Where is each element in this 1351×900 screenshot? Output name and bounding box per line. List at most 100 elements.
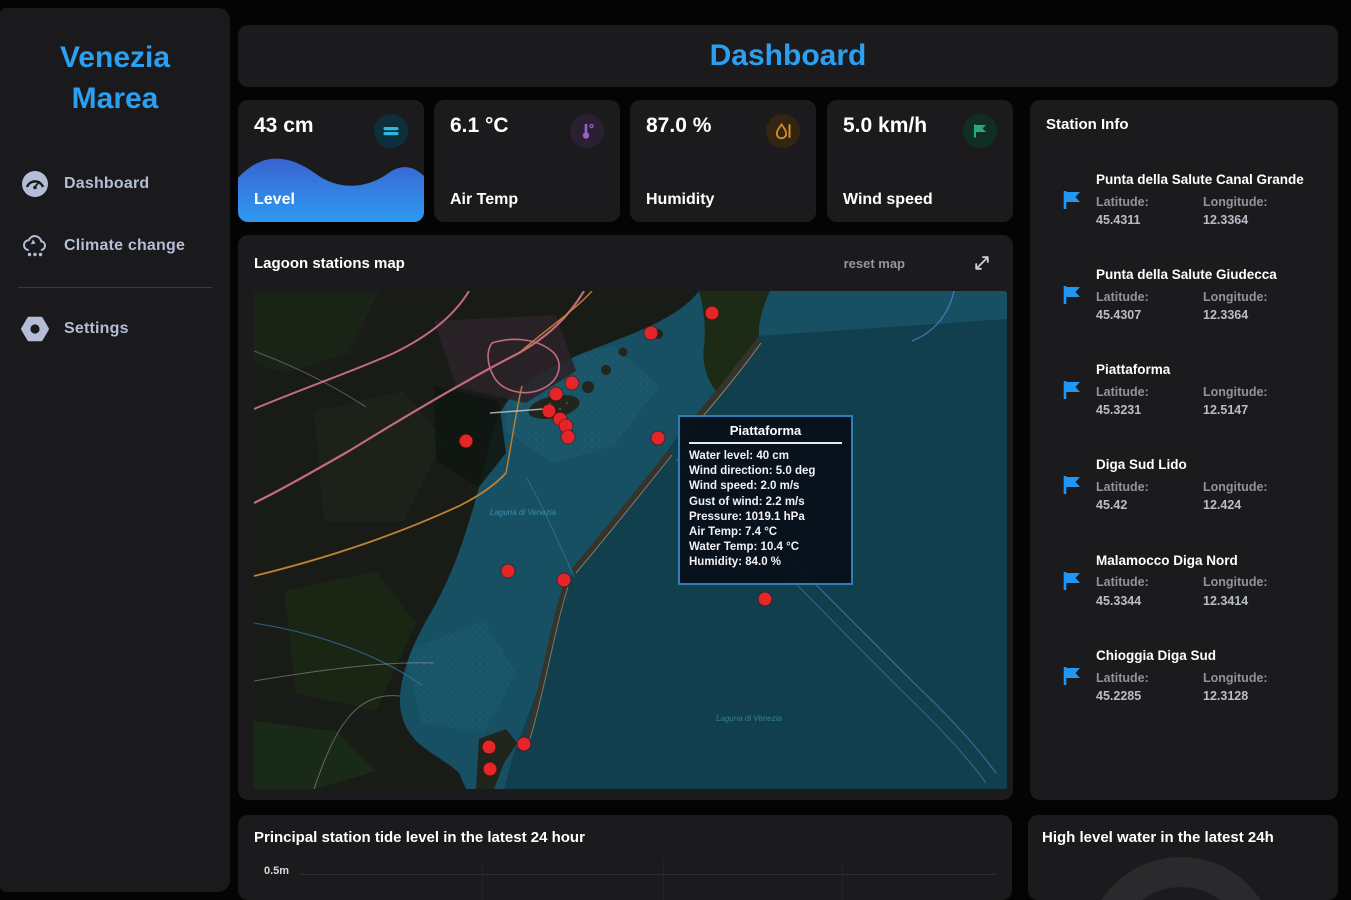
water-level-icon xyxy=(374,114,408,148)
station-list-item[interactable]: Punta della Salute Canal Grande Latitude… xyxy=(1046,171,1322,229)
longitude-value: 12.424 xyxy=(1203,498,1242,513)
map-label-lagoon-south: Laguna di Venezia xyxy=(716,714,783,723)
sidebar: Venezia Marea Dashboard xyxy=(0,8,230,892)
station-info-panel: Station Info Punta della Salute Canal Gr… xyxy=(1030,100,1338,800)
station-dot[interactable] xyxy=(459,434,473,448)
tide-chart-gridline xyxy=(482,860,483,900)
tide-chart-gridline xyxy=(663,860,664,900)
sidebar-menu: Dashboard Climate change xyxy=(0,153,230,360)
latitude-value: 45.4307 xyxy=(1096,308,1142,323)
tooltip-row: Wind direction: 5.0 deg xyxy=(689,465,816,478)
sidebar-item-label: Dashboard xyxy=(64,175,150,192)
app-title: Venezia Marea xyxy=(59,41,171,115)
page-title: Dashboard xyxy=(709,39,867,72)
longitude-label: Longitude: xyxy=(1203,480,1268,495)
longitude-label: Longitude: xyxy=(1203,575,1268,590)
longitude-label: Longitude: xyxy=(1203,385,1268,400)
tooltip-row: Water level: 40 cm xyxy=(689,450,789,462)
longitude-label: Longitude: xyxy=(1203,290,1268,305)
station-name: Diga Sud Lido xyxy=(1096,457,1187,473)
station-list-item[interactable]: Malamocco Diga Nord Latitude: 45.3344 Lo… xyxy=(1046,552,1322,610)
station-list-item[interactable]: Piattaforma Latitude: 45.3231 Longitude:… xyxy=(1046,361,1322,419)
tide-chart-gridline xyxy=(300,874,996,875)
flag-icon xyxy=(1063,191,1080,210)
station-dot[interactable] xyxy=(549,387,563,401)
tooltip-row: Gust of wind: 2.2 m/s xyxy=(689,495,805,508)
station-dot[interactable] xyxy=(501,564,515,578)
station-list-item[interactable]: Diga Sud Lido Latitude: 45.42 Longitude:… xyxy=(1046,456,1322,514)
sidebar-item-label: Settings xyxy=(64,320,129,337)
flag-icon xyxy=(1063,571,1080,590)
station-dot[interactable] xyxy=(561,430,575,444)
stat-card-level[interactable]: 43 cm Level xyxy=(238,100,424,222)
station-dot[interactable] xyxy=(517,737,531,751)
high-water-panel: High level water in the latest 24h xyxy=(1028,815,1338,900)
lagoon-map[interactable]: Laguna di Venezia Laguna di Venezia Piat… xyxy=(254,291,1007,789)
latitude-value: 45.3344 xyxy=(1096,593,1142,608)
station-dot[interactable] xyxy=(557,573,571,587)
level-label: Level xyxy=(254,191,295,208)
station-dot[interactable] xyxy=(705,306,719,320)
station-dot[interactable] xyxy=(758,592,772,606)
sidebar-item-climate-change[interactable]: Climate change xyxy=(0,215,230,277)
sidebar-divider xyxy=(18,287,212,288)
sidebar-item-dashboard[interactable]: Dashboard xyxy=(0,153,230,215)
latitude-value: 45.2285 xyxy=(1096,688,1142,703)
station-dot[interactable] xyxy=(565,376,579,390)
climate-icon xyxy=(20,231,50,261)
station-list-item[interactable]: Punta della Salute Giudecca Latitude: 45… xyxy=(1046,266,1322,324)
tooltip-divider xyxy=(689,442,842,444)
gauge-icon xyxy=(20,169,50,199)
station-tooltip: Piattaforma Water level: 40 cm Wind dire… xyxy=(678,415,853,585)
stat-card-air-temp[interactable]: 6.1 °C Air Temp xyxy=(434,100,620,222)
latitude-value: 45.3231 xyxy=(1096,403,1142,418)
station-dot[interactable] xyxy=(482,740,496,754)
wind-speed-value: 5.0 km/h xyxy=(843,114,928,137)
expand-map-icon[interactable] xyxy=(973,254,991,272)
humidity-icon xyxy=(766,114,800,148)
sidebar-item-settings[interactable]: Settings xyxy=(0,298,230,360)
sidebar-item-label: Climate change xyxy=(64,237,186,254)
station-dot[interactable] xyxy=(559,419,573,433)
stat-card-humidity[interactable]: 87.0 % Humidity xyxy=(630,100,816,222)
longitude-value: 12.3364 xyxy=(1203,213,1249,228)
longitude-value: 12.3364 xyxy=(1203,308,1249,323)
station-name: Malamocco Diga Nord xyxy=(1096,552,1238,568)
longitude-label: Longitude: xyxy=(1203,194,1268,209)
reset-map-button[interactable]: reset map xyxy=(838,255,911,272)
station-name: Piattaforma xyxy=(1096,362,1171,378)
wind-flag-icon xyxy=(963,114,997,148)
longitude-value: 12.5147 xyxy=(1203,403,1249,418)
flag-icon xyxy=(1063,286,1080,305)
tooltip-title: Piattaforma xyxy=(729,423,802,438)
latitude-label: Latitude: xyxy=(1096,480,1149,495)
station-dot[interactable] xyxy=(542,404,556,418)
latitude-label: Latitude: xyxy=(1096,290,1149,305)
station-list-item[interactable]: Chioggia Diga Sud Latitude: 45.2285 Long… xyxy=(1046,647,1322,705)
latitude-value: 45.4311 xyxy=(1096,213,1141,228)
latitude-value: 45.42 xyxy=(1096,498,1128,513)
station-dot[interactable] xyxy=(483,762,497,776)
tooltip-row: Pressure: 1019.1 hPa xyxy=(689,510,805,523)
humidity-value: 87.0 % xyxy=(646,114,712,137)
map-panel-title: Lagoon stations map xyxy=(254,254,405,272)
station-dot[interactable] xyxy=(644,326,658,340)
longitude-value: 12.3414 xyxy=(1203,593,1249,608)
gear-icon xyxy=(20,314,50,344)
water-gauge xyxy=(1086,857,1276,900)
stat-card-wind-speed[interactable]: 5.0 km/h Wind speed xyxy=(827,100,1013,222)
station-dot[interactable] xyxy=(651,431,665,445)
station-name: Punta della Salute Canal Grande xyxy=(1096,172,1304,187)
level-value: 43 cm xyxy=(254,114,314,137)
longitude-label: Longitude: xyxy=(1203,670,1268,685)
thermometer-icon xyxy=(570,114,604,148)
latitude-label: Latitude: xyxy=(1096,670,1149,685)
air-temp-value: 6.1 °C xyxy=(450,114,509,137)
humidity-label: Humidity xyxy=(646,191,715,208)
wind-speed-label: Wind speed xyxy=(843,191,933,208)
flag-icon xyxy=(1063,476,1080,495)
flag-icon xyxy=(1063,381,1080,400)
tide-chart-title: Principal station tide level in the late… xyxy=(254,829,585,846)
tide-chart-ytick: 0.5m xyxy=(264,865,290,877)
high-water-title: High level water in the latest 24h xyxy=(1042,829,1274,846)
